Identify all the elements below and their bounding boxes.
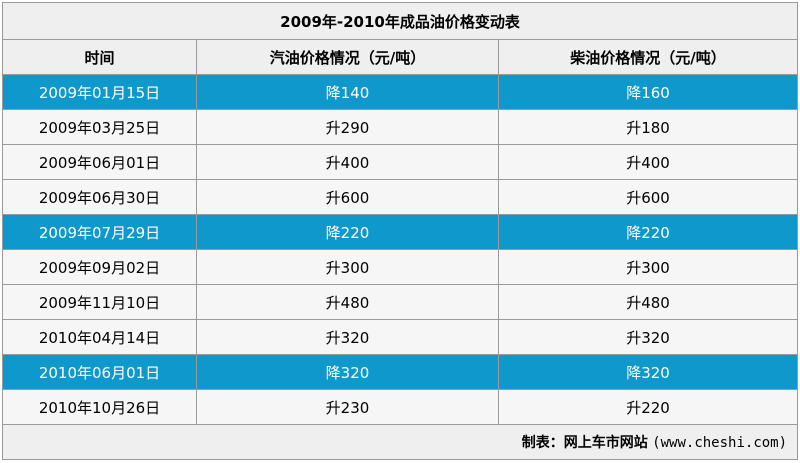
gasoline-cell: 降140 <box>196 74 499 110</box>
table-title: 2009年-2010年成品油价格变动表 <box>1 2 799 40</box>
gasoline-cell: 降220 <box>196 214 499 250</box>
diesel-cell: 升400 <box>497 144 799 180</box>
gasoline-cell: 升290 <box>196 109 499 145</box>
date-cell: 2009年09月02日 <box>2 249 197 285</box>
gasoline-cell: 升320 <box>196 319 499 355</box>
footer-credit: 制表：网上车市网站 (www.cheshi.com) <box>1 424 799 460</box>
diesel-cell: 降320 <box>497 354 799 390</box>
table-row: 2010年10月26日 升230 升220 <box>2 389 799 425</box>
table-row: 2009年03月25日 升290 升180 <box>2 109 799 145</box>
footer-row: 制表：网上车市网站 (www.cheshi.com) <box>1 424 799 460</box>
diesel-cell: 升480 <box>497 284 799 320</box>
date-cell: 2009年11月10日 <box>2 284 197 320</box>
table-row: 2009年09月02日 升300 升300 <box>2 249 799 285</box>
table-row: 2009年06月30日 升600 升600 <box>2 179 799 215</box>
table-row: 2009年01月15日 降140 降160 <box>2 74 799 110</box>
column-header-diesel: 柴油价格情况（元/吨） <box>497 39 799 75</box>
date-cell: 2010年10月26日 <box>2 389 197 425</box>
diesel-cell: 升600 <box>497 179 799 215</box>
header-row: 时间 汽油价格情况（元/吨） 柴油价格情况（元/吨） <box>2 39 799 75</box>
date-cell: 2009年03月25日 <box>2 109 197 145</box>
title-row: 2009年-2010年成品油价格变动表 <box>1 2 799 40</box>
diesel-cell: 降160 <box>497 74 799 110</box>
gasoline-cell: 升600 <box>196 179 499 215</box>
date-cell: 2010年06月01日 <box>2 354 197 390</box>
gasoline-cell: 升480 <box>196 284 499 320</box>
column-header-date: 时间 <box>2 39 197 75</box>
date-cell: 2009年06月30日 <box>2 179 197 215</box>
date-cell: 2009年07月29日 <box>2 214 197 250</box>
column-header-gasoline: 汽油价格情况（元/吨） <box>196 39 499 75</box>
table-row: 2009年06月01日 升400 升400 <box>2 144 799 180</box>
diesel-cell: 降220 <box>497 214 799 250</box>
gasoline-cell: 升230 <box>196 389 499 425</box>
gasoline-cell: 升300 <box>196 249 499 285</box>
diesel-cell: 升220 <box>497 389 799 425</box>
date-cell: 2009年01月15日 <box>2 74 197 110</box>
gasoline-cell: 降320 <box>196 354 499 390</box>
diesel-cell: 升320 <box>497 319 799 355</box>
gasoline-cell: 升400 <box>196 144 499 180</box>
footer-label: 制表：网上车市网站 <box>521 435 648 451</box>
footer-source: (www.cheshi.com) <box>652 435 788 451</box>
diesel-cell: 升180 <box>497 109 799 145</box>
date-cell: 2009年06月01日 <box>2 144 197 180</box>
table-row: 2009年07月29日 降220 降220 <box>2 214 799 250</box>
table-row: 2010年06月01日 降320 降320 <box>2 354 799 390</box>
table-row: 2010年04月14日 升320 升320 <box>2 319 799 355</box>
diesel-cell: 升300 <box>497 249 799 285</box>
date-cell: 2010年04月14日 <box>2 319 197 355</box>
table-row: 2009年11月10日 升480 升480 <box>2 284 799 320</box>
